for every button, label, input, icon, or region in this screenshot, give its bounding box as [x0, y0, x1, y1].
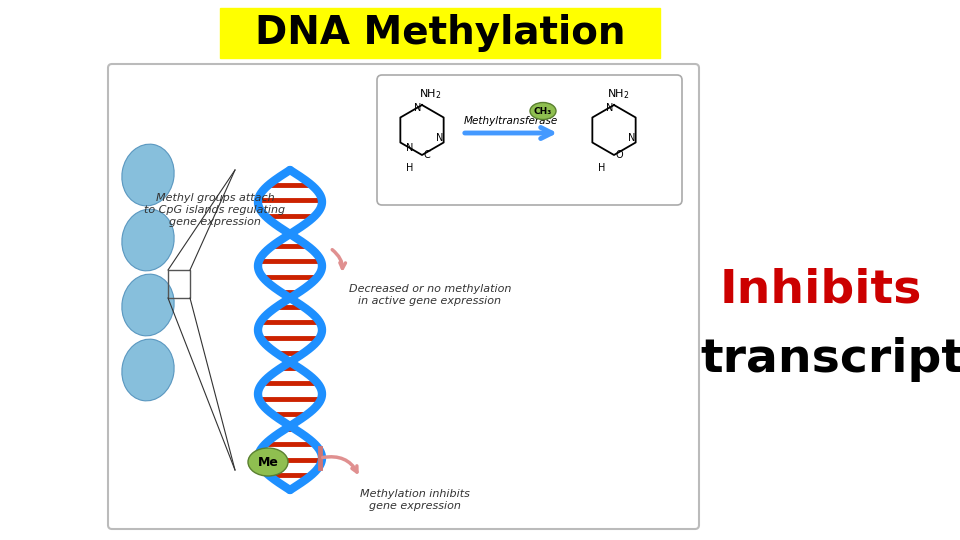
Text: N: N [436, 133, 444, 143]
FancyBboxPatch shape [108, 64, 699, 529]
Text: NH$_2$: NH$_2$ [419, 87, 442, 101]
Ellipse shape [122, 339, 174, 401]
Text: N: N [628, 133, 636, 143]
Ellipse shape [248, 448, 288, 476]
Text: Methyl groups attach
to CpG islands regulating
gene expression: Methyl groups attach to CpG islands regu… [144, 193, 285, 227]
Text: Methylation inhibits
gene expression: Methylation inhibits gene expression [360, 489, 470, 511]
FancyBboxPatch shape [377, 75, 682, 205]
Text: H: H [406, 163, 414, 173]
Text: Inhibits: Inhibits [720, 267, 923, 313]
Text: N: N [607, 103, 613, 113]
Text: C: C [423, 150, 430, 160]
Text: O: O [615, 150, 623, 160]
Text: Methyltransferase: Methyltransferase [464, 116, 558, 126]
Ellipse shape [122, 209, 174, 271]
Text: Me: Me [257, 456, 278, 469]
Bar [168, 270, 190, 298]
Text: NH$_2$: NH$_2$ [607, 87, 629, 101]
Text: DNA Methylation: DNA Methylation [254, 14, 625, 52]
Text: CH₃: CH₃ [534, 106, 552, 116]
Text: N: N [406, 143, 414, 153]
Text: transcription: transcription [700, 338, 960, 382]
Ellipse shape [122, 144, 174, 206]
Ellipse shape [530, 103, 556, 119]
Text: H: H [598, 163, 606, 173]
Text: N: N [415, 103, 421, 113]
FancyBboxPatch shape [220, 8, 660, 58]
Ellipse shape [122, 274, 174, 336]
Text: Decreased or no methylation
in active gene expression: Decreased or no methylation in active ge… [348, 284, 511, 306]
